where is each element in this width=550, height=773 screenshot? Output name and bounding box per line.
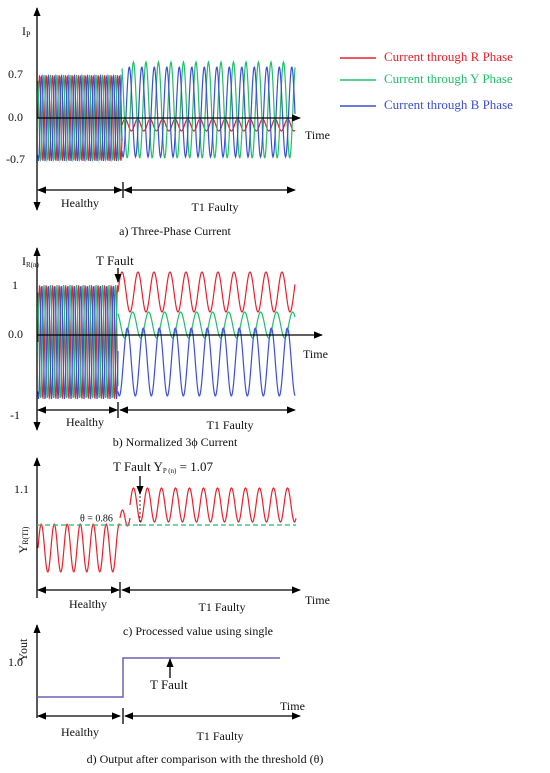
legend-label: Current through Y Phase — [384, 71, 513, 86]
waveform — [119, 509, 131, 527]
waveform — [121, 66, 296, 159]
caption: b) Normalized 3ϕ Current — [113, 435, 238, 449]
y-label-sub: P — [26, 30, 31, 39]
x-label: Time — [305, 128, 330, 142]
tick-label: 1 — [12, 278, 18, 292]
annotation-sub: P (n) — [163, 467, 177, 475]
annotation: T Fault YP (n) = 1.07 — [113, 459, 213, 475]
y-label-main: Y — [16, 544, 30, 553]
waveform — [37, 523, 121, 573]
y-label-sub: R(n) — [26, 261, 40, 269]
tick-label: -1 — [10, 408, 20, 422]
faulty-label: T1 Faulty — [207, 418, 254, 432]
annotation-main: T Fault Y — [113, 459, 163, 474]
legend: Current through R Phase Current through … — [340, 49, 513, 112]
waveform — [117, 271, 296, 313]
threshold-label: θ = 0.86 — [80, 513, 113, 524]
legend-label: Current through B Phase — [384, 97, 513, 112]
tick-label: 0.0 — [8, 327, 23, 341]
caption: a) Three-Phase Current — [119, 224, 231, 238]
faulty-label: T1 Faulty — [197, 729, 244, 743]
waveforms — [37, 60, 297, 573]
healthy-label: Healthy — [61, 725, 99, 739]
x-label: Time — [303, 347, 328, 361]
annotation-rest: = 1.07 — [176, 459, 213, 474]
panel-c: YR(TI) 1.1 θ = 0.86 T Fault YP (n) = 1.0… — [14, 457, 330, 638]
healthy-label: Healthy — [61, 196, 99, 210]
y-label: IR(n) — [22, 254, 40, 269]
caption: c) Processed value using single — [123, 624, 273, 638]
tick-label: 1.0 — [8, 655, 23, 669]
output-step — [37, 657, 280, 698]
tick-label: 1.1 — [14, 482, 29, 496]
waveform — [37, 73, 123, 162]
y-label: Yout — [16, 638, 30, 661]
tick-label: 0.7 — [8, 67, 23, 81]
annotation: T Fault — [96, 253, 134, 268]
tick-label: 0.0 — [8, 110, 23, 124]
faulty-label: T1 Faulty — [199, 600, 246, 614]
waveform — [37, 285, 119, 400]
panel-b: IR(n) 1 0.0 -1 Time T Fault Healthy T1 F… — [8, 247, 328, 449]
x-label: Time — [280, 699, 305, 713]
panel-a: IP 0.7 0.0 -0.7 Time Healthy T1 Faulty a… — [6, 7, 330, 238]
caption: d) Output after comparison with the thre… — [87, 752, 324, 766]
healthy-label: Healthy — [66, 415, 104, 429]
annotation: T Fault — [150, 677, 188, 692]
faulty-label: T1 Faulty — [192, 200, 239, 214]
legend-label: Current through R Phase — [384, 49, 513, 64]
x-label: Time — [305, 593, 330, 607]
waveform — [117, 327, 296, 397]
waveform — [121, 60, 296, 159]
y-label-main: I — [22, 24, 26, 38]
y-label: YR(TI) — [16, 526, 30, 553]
y-label-main: I — [22, 254, 26, 268]
waveform — [129, 487, 297, 523]
tick-label: -0.7 — [6, 152, 25, 166]
panel-d: Yout 1.0 T Fault Time Healthy T1 Faulty … — [8, 624, 324, 766]
y-label: IP — [22, 24, 31, 39]
healthy-label: Healthy — [69, 597, 107, 611]
y-label-sub: R(TI) — [21, 526, 30, 545]
